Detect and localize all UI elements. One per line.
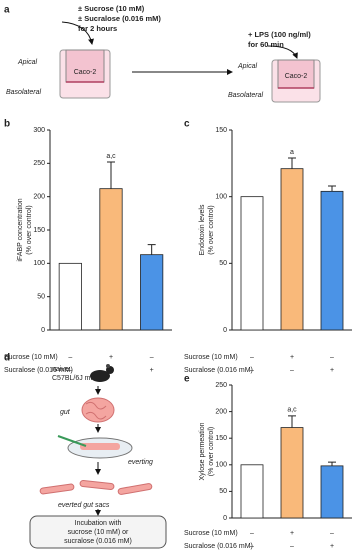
y-tick-label: 100 [215,462,227,469]
everting-label: everting [128,459,153,466]
panel-label: a [4,5,10,16]
apical-label: Apical [17,59,38,66]
condition-sign: – [250,367,254,374]
condition-sign: + [290,354,294,361]
bar [58,262,82,331]
condition-sign: – [290,367,294,374]
condition-name: Sucrose (10 mM) [184,530,238,537]
bar [99,188,123,331]
bar [240,196,264,331]
y-axis-label: iFABP concentration [17,198,24,261]
bar [280,427,304,519]
step2-line: for 60 min [248,40,284,49]
error-bar [288,157,296,169]
y-tick-label: 300 [33,127,45,134]
y-axis-label: Endotoxin levels [199,204,206,255]
mouse-icon [90,364,114,382]
dish-icon [57,435,133,459]
error-bar [107,161,115,189]
condition-sign: – [250,530,254,537]
y-tick-label: 50 [219,488,227,495]
cell-label: Caco-2 [285,73,308,80]
y-tick-label: 50 [37,294,45,301]
y-tick-label: 100 [215,194,227,201]
step1-line: ± Sucralose (0.016 mM) [78,14,161,23]
annotation: a [290,149,294,156]
y-tick-label: 200 [215,408,227,415]
condition-sign: – [68,354,72,361]
sacs-label: everted gut sacs [58,502,110,509]
y-tick-label: 250 [215,382,227,389]
y-tick-label: 250 [33,160,45,167]
step1-line: for 2 hours [78,24,117,33]
y-tick-label: 200 [33,194,45,201]
condition-sign: + [109,354,113,361]
annotation: a,c [106,153,116,160]
arrow [61,21,94,45]
condition-sign: – [68,367,72,374]
condition-sign: + [330,543,334,550]
y-axis-label: (% over control) [208,205,215,254]
y-axis-label: (% over control) [208,427,215,476]
transwell [59,49,111,99]
condition-sign: – [250,354,254,361]
condition-sign: – [330,530,334,537]
panel-label: d [4,353,10,364]
gut-label: gut [60,409,71,416]
bar [240,464,264,519]
y-tick-label: 150 [215,435,227,442]
error-bar [147,244,156,255]
y-tick-label: 0 [223,515,227,522]
step2-line: + LPS (100 ng/ml) [248,30,311,39]
condition-name: Sucralose (0.016 mM) [184,543,253,550]
cell-label: Caco-2 [74,69,97,76]
condition-sign: – [250,543,254,550]
bar [140,254,164,331]
error-bar [328,461,336,466]
gut-icon [81,397,115,423]
y-tick-label: 150 [33,227,45,234]
basolateral-label: Basolateral [228,92,263,99]
error-bar [328,185,336,192]
step1-line: ± Sucrose (10 mM) [78,4,145,13]
condition-sign: – [330,354,334,361]
condition-name: Sucralose (0.016 mM) [4,367,73,374]
incubation-line: sucrose (10 mM) or [68,529,129,536]
condition-name: Sucrose (10 mM) [184,354,238,361]
bar [320,190,344,331]
y-tick-label: 0 [41,327,45,334]
basolateral-label: Basolateral [6,89,41,96]
mice-label: C57BL/6J mice [52,375,100,382]
incubation-line: sucralose (0.016 mM) [64,538,132,545]
panel-label: b [4,119,10,130]
condition-name: Sucralose (0.016 mM) [184,367,253,374]
apical-label: Apical [237,63,258,70]
transwell [271,59,321,103]
bar [280,168,304,331]
y-tick-label: 150 [215,127,227,134]
condition-sign: – [150,354,154,361]
y-tick-label: 50 [219,260,227,267]
panel-label: e [184,374,190,385]
y-axis-label: (% over control) [26,205,33,254]
condition-name: Sucrose (10 mM) [4,354,58,361]
y-axis-label: Xylose permeation [199,422,206,480]
y-tick-label: 0 [223,327,227,334]
incubation-box [29,515,167,549]
arrow [267,45,298,59]
condition-sign: + [150,367,154,374]
sacs-icon [39,480,153,495]
mice-label: naive [52,366,69,373]
condition-sign: + [330,367,334,374]
condition-sign: – [109,367,113,374]
annotation: a,c [287,407,297,414]
y-tick-label: 100 [33,260,45,267]
error-bar [288,415,296,428]
condition-sign: – [290,543,294,550]
panel-label: c [184,119,190,130]
condition-sign: + [290,530,294,537]
bar [320,465,344,519]
incubation-line: Incubation with [75,520,122,527]
